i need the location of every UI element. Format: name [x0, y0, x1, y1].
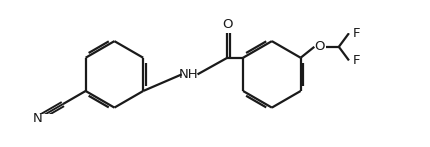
Text: F: F	[353, 54, 360, 67]
Text: F: F	[353, 27, 360, 40]
Text: N: N	[32, 112, 42, 126]
Text: NH: NH	[179, 68, 199, 81]
Text: O: O	[222, 18, 233, 31]
Text: O: O	[314, 40, 325, 53]
